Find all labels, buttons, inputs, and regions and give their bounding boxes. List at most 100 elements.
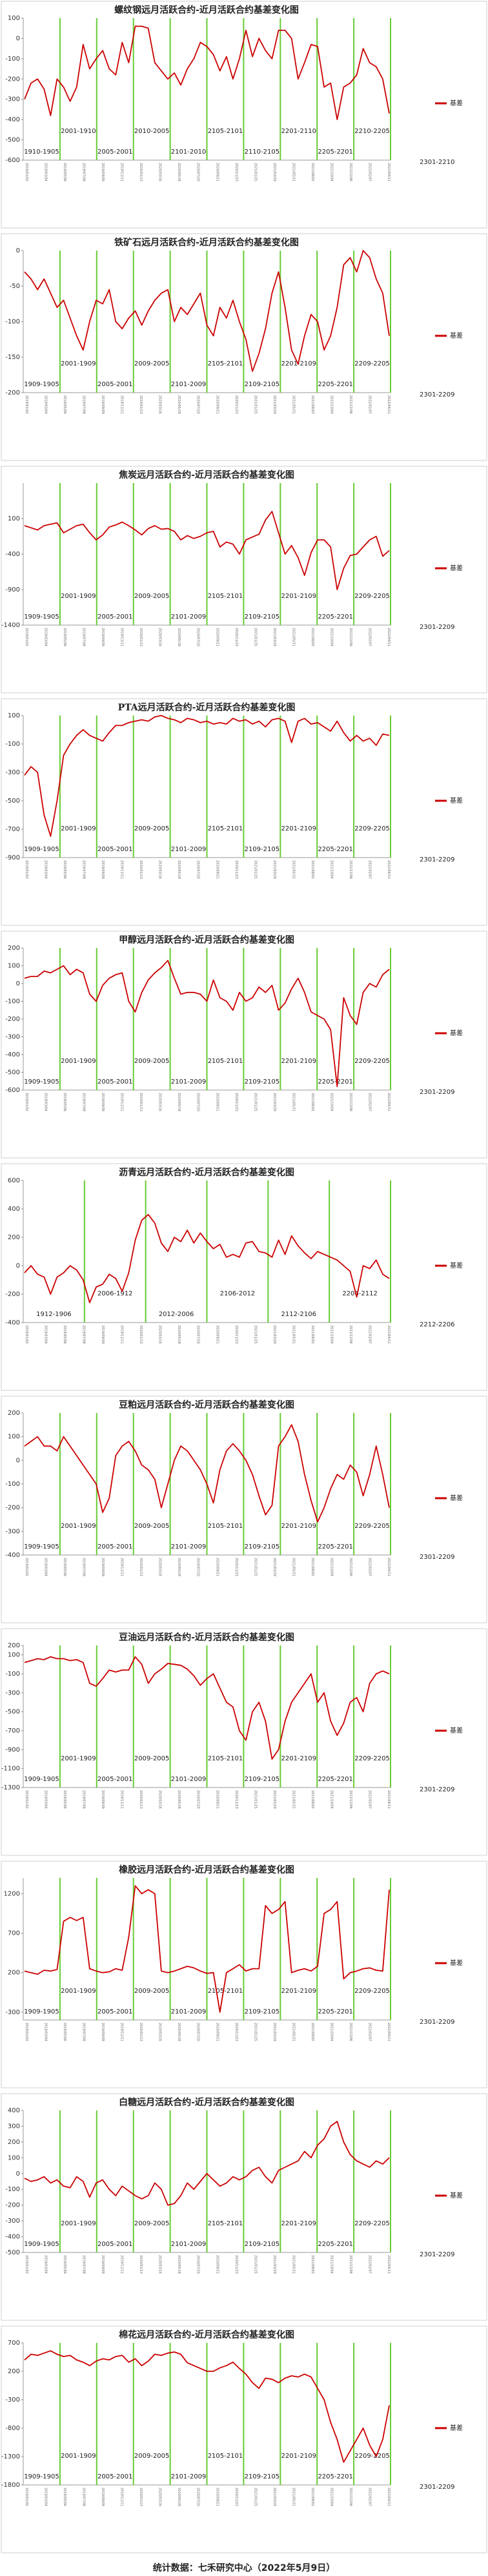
chart-panel: 豆油远月活跃合约-近月活跃合约基差变化图 200 100 -100 -300 -500 -7… <box>0 1627 488 1857</box>
contract-pair-label: 2209-2205 <box>354 825 390 832</box>
contract-pair-label: 2105-2101 <box>208 2220 243 2227</box>
x-date-label: 2019/11/11 <box>120 860 124 879</box>
x-date-label: 2021/03/29 <box>272 2255 276 2274</box>
y-tick-label: 100 <box>8 2154 20 2161</box>
x-date-label: 2021/03/29 <box>272 163 276 181</box>
contract-pair-label: 2101-2009 <box>171 381 207 388</box>
contract-pair-label: 2005-2001 <box>97 1543 133 1551</box>
x-date-label: 2021/05/31 <box>291 2023 295 2041</box>
y-tick-label: 100 <box>8 15 20 22</box>
x-date-label: 2019/07/08 <box>82 163 86 181</box>
x-date-label: 2019/05/06 <box>63 395 66 414</box>
contract-pair-label: 2001-1910 <box>61 128 96 135</box>
contract-pair-label: 2005-2001 <box>97 381 133 388</box>
y-tick-label: -50 <box>10 283 20 290</box>
legend-next-contract: 2301-2209 <box>420 1786 455 1793</box>
x-date-label: 2021/01/25 <box>253 163 257 181</box>
contract-pair-label: 2209-2205 <box>354 1058 390 1065</box>
x-date-label: 2020/05/18 <box>177 395 181 414</box>
x-date-label: 2019/03/04 <box>44 1790 48 1809</box>
contract-pair-label: 2005-2001 <box>97 1776 133 1783</box>
contract-pair-label: 1909-1905 <box>24 2473 59 2480</box>
x-date-label: 2019/07/08 <box>82 1093 86 1111</box>
x-date-label: 2021/08/02 <box>310 860 314 879</box>
legend-label: 基差 <box>450 331 463 340</box>
chart-title: 白糖远月活跃合约-近月活跃合约基差变化图 <box>119 2097 294 2108</box>
contract-pair-label: 2101-2009 <box>171 613 207 621</box>
x-date-label: 2019/01/02 <box>25 1790 28 1809</box>
x-date-label: 2020/01/13 <box>139 163 143 181</box>
x-date-label: 2019/05/06 <box>63 2255 66 2274</box>
contract-pair-label: 2201-2109 <box>281 1523 316 1530</box>
y-tick-label: 0 <box>16 35 20 42</box>
y-tick-label: -300 <box>5 1689 20 1696</box>
chart-svg: PTA远月活跃合约-近月活跃合约基差变化图 100 -100 -300 -500 -700… <box>1 698 487 926</box>
contract-pair-label: 2101-2009 <box>171 1776 207 1783</box>
x-date-label: 2019/09/09 <box>101 628 105 646</box>
contract-pair-label: 2005-2001 <box>97 2473 133 2480</box>
y-tick-label: 100 <box>8 963 20 970</box>
y-tick-label: -300 <box>5 2396 20 2404</box>
x-date-label: 2019/07/08 <box>82 628 86 646</box>
y-tick-label: -1300 <box>1 1784 20 1791</box>
x-date-label: 2021/01/25 <box>253 1558 257 1576</box>
y-tick-label: -400 <box>5 1552 20 1559</box>
x-date-label: 2020/11/23 <box>234 860 238 879</box>
x-date-label: 2021/01/25 <box>253 1790 257 1809</box>
x-date-label: 2019/05/06 <box>63 1558 66 1576</box>
contract-pair-label: 2209-2205 <box>354 360 390 367</box>
x-date-label: 2020/07/20 <box>196 1558 200 1576</box>
x-date-label: 2019/07/08 <box>82 860 86 879</box>
y-tick-label: 400 <box>8 2107 20 2114</box>
x-date-label: 2020/07/20 <box>196 163 200 181</box>
x-date-label: 2021/10/04 <box>329 1325 333 1344</box>
contract-pair-label: 2005-2001 <box>97 2241 133 2248</box>
x-date-label: 2020/11/23 <box>234 395 238 414</box>
x-date-label: 2019/07/08 <box>82 2488 86 2506</box>
x-date-label: 2020/05/18 <box>177 860 181 879</box>
y-tick-label: -400 <box>5 116 20 123</box>
x-date-label: 2021/12/06 <box>349 2488 352 2506</box>
x-date-label: 2020/11/23 <box>234 2255 238 2274</box>
basis-series-line <box>24 25 390 121</box>
x-date-label: 2020/05/18 <box>177 163 181 181</box>
y-tick-label: -800 <box>5 2425 20 2432</box>
x-date-label: 2020/07/20 <box>196 2255 200 2274</box>
legend-label: 基差 <box>450 1494 463 1502</box>
y-tick-label: -300 <box>5 769 20 776</box>
x-date-label: 2021/01/25 <box>253 628 257 646</box>
x-date-label: 2021/03/29 <box>272 2023 276 2041</box>
contract-pair-label: 2205-2201 <box>318 1776 353 1783</box>
x-date-label: 2019/11/11 <box>120 1325 124 1344</box>
x-date-label: 2020/07/20 <box>196 395 200 414</box>
legend-label: 基差 <box>450 564 463 572</box>
y-tick-label: 1200 <box>4 1890 20 1897</box>
x-date-label: 2020/07/20 <box>196 860 200 879</box>
y-tick-label: -200 <box>5 389 20 397</box>
x-date-label: 2021/03/29 <box>272 1558 276 1576</box>
x-date-label: 2019/01/02 <box>25 163 28 181</box>
contract-pair-label: 2105-2101 <box>208 1755 243 1762</box>
x-date-label: 2021/12/06 <box>349 2023 352 2041</box>
y-tick-label: -100 <box>5 1671 20 1678</box>
y-tick-label: 300 <box>8 2123 20 2130</box>
x-date-label: 2020/01/13 <box>139 1790 143 1809</box>
y-tick-label: 700 <box>8 2340 20 2347</box>
contract-pair-label: 1912-1906 <box>36 1311 72 1318</box>
legend-label: 基差 <box>450 1029 463 1037</box>
x-date-label: 2020/05/18 <box>177 628 181 646</box>
legend-next-contract: 2301-2209 <box>420 1089 455 1096</box>
x-date-label: 2021/10/04 <box>329 2488 333 2506</box>
contract-pair-label: 1909-1905 <box>24 613 59 621</box>
basis-series-line <box>24 2121 390 2206</box>
x-date-label: 2020/03/16 <box>158 1790 162 1809</box>
y-tick-label: 200 <box>8 2139 20 2146</box>
x-date-label: 2021/03/29 <box>272 1093 276 1111</box>
y-tick-label: -100 <box>5 56 20 63</box>
x-date-label: 2021/08/02 <box>310 628 314 646</box>
chart-svg: 白糖远月活跃合约-近月活跃合约基差变化图 400 300 200 100 0 -100 -20… <box>1 2093 487 2321</box>
x-date-label: 2020/01/13 <box>139 2255 143 2274</box>
x-date-label: 2019/07/08 <box>82 2023 86 2041</box>
chart-svg: 沥青远月活跃合约-近月活跃合约基差变化图 600 400 200 0 -200 -400 19… <box>1 1163 487 1391</box>
x-date-label: 2021/12/06 <box>349 628 352 646</box>
